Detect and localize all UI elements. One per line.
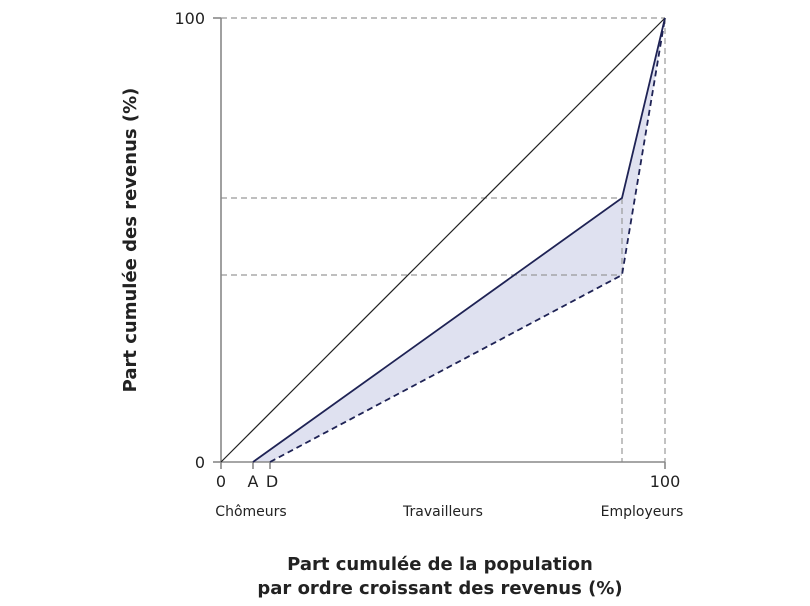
axes <box>213 17 666 469</box>
x-tick-0: 0 <box>216 472 226 491</box>
y-axis-title: Part cumulée des revenus (%) <box>120 88 141 393</box>
y-tick-0: 0 <box>195 453 205 472</box>
x-axis-title-line2: par ordre croissant des revenus (%) <box>257 578 622 599</box>
equality-line <box>220 17 666 463</box>
shaded-area <box>253 18 665 462</box>
category-chomeurs: Chômeurs <box>215 504 286 520</box>
reference-lines <box>221 17 666 462</box>
x-tick-d: D <box>266 472 278 491</box>
lorenz-curve-d <box>269 17 666 463</box>
y-tick-100: 100 <box>174 9 205 28</box>
category-employeurs: Employeurs <box>601 504 684 520</box>
category-travailleurs: Travailleurs <box>402 504 483 520</box>
lorenz-curve-a <box>252 17 666 463</box>
x-tick-a: A <box>248 472 259 491</box>
x-tick-100: 100 <box>650 472 681 491</box>
x-axis-title-line1: Part cumulée de la population <box>287 554 593 575</box>
